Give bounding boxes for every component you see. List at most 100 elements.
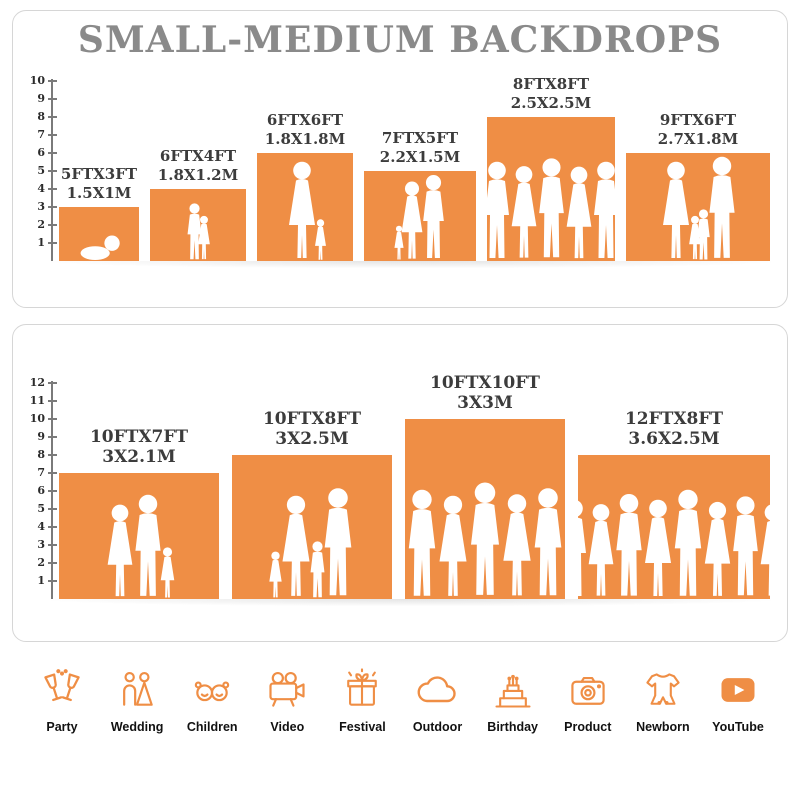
newborn-icon xyxy=(641,668,685,712)
party-icon xyxy=(40,668,84,712)
backdrop-bar xyxy=(405,419,565,599)
size-m: 1.8X1.8M xyxy=(264,129,346,148)
size-m: 3X3M xyxy=(457,393,513,414)
backdrop-bar xyxy=(626,153,770,261)
size-m: 3X2.5M xyxy=(275,429,349,450)
y-axis-tick-label: 10 xyxy=(29,412,45,425)
category-label: Birthday xyxy=(487,720,538,734)
y-axis-tick-label: 3 xyxy=(37,538,45,551)
backdrop-item: 10FTX8FT 3X2.5M xyxy=(232,409,392,599)
backdrop-bar xyxy=(578,455,770,599)
backdrop-size-label: 7FTX5FT 2.2X1.5M xyxy=(380,129,460,166)
category-wedding: Wedding xyxy=(101,668,173,734)
y-axis-tick xyxy=(48,472,57,474)
chart-medium-backdrops: 1 2 3 4 5 6 7 8 9 10 11 12 10FTX7FT 3X2.1M 10FTX8FT 3X2… xyxy=(30,335,771,606)
backdrop-item: 12FTX8FT 3.6X2.5M xyxy=(578,409,770,599)
size-ft: 6FTX6FT xyxy=(266,111,344,130)
backdrop-size-label: 10FTX8FT 3X2.5M xyxy=(263,409,361,450)
size-ft: 8FTX8FT xyxy=(512,75,590,94)
size-ft: 9FTX6FT xyxy=(659,111,737,130)
y-axis-tick xyxy=(48,508,57,510)
backdrop-item: 6FTX6FT 1.8X1.8M xyxy=(257,111,353,261)
y-axis-tick xyxy=(48,98,57,100)
category-label: Party xyxy=(46,720,78,734)
y-axis-tick xyxy=(48,242,57,244)
y-axis-tick-label: 6 xyxy=(37,484,45,497)
category-children: Children xyxy=(176,668,248,734)
bars-row: 5FTX3FT 1.5X1M 6FTX4FT 1.8X1.2M 6FTX6FT 1.8X1… xyxy=(59,75,770,261)
category-newborn: Newborn xyxy=(627,668,699,734)
girl-silhouette xyxy=(157,547,178,599)
y-axis-tick xyxy=(48,436,57,438)
size-m: 2.5X2.5M xyxy=(510,93,592,112)
y-axis-tick xyxy=(48,400,57,402)
size-ft: 10FTX7FT xyxy=(89,426,189,447)
size-m: 1.8X1.2M xyxy=(157,165,239,184)
outdoor-icon xyxy=(416,668,460,712)
product-icon xyxy=(566,668,610,712)
size-ft: 10FTX10FT xyxy=(430,372,540,393)
category-label: Newborn xyxy=(636,720,690,734)
category-row: Party Wedding Children Video Festival Outdoor… xyxy=(0,642,800,734)
y-axis-tick-label: 6 xyxy=(37,146,45,159)
y-axis-tick xyxy=(48,382,57,384)
wedding-icon xyxy=(115,668,159,712)
y-axis-tick xyxy=(48,454,57,456)
y-axis-tick-label: 2 xyxy=(37,218,45,231)
y-axis-tick xyxy=(48,116,57,118)
girl-silhouette xyxy=(195,215,213,261)
birthday-icon xyxy=(491,668,535,712)
y-axis-tick-label: 2 xyxy=(37,556,45,569)
backdrop-size-label: 5FTX3FT 1.5X1M xyxy=(61,165,137,202)
backdrop-bar xyxy=(487,117,615,261)
y-axis-tick-label: 10 xyxy=(29,74,45,87)
category-product: Product xyxy=(552,668,624,734)
y-axis-tick xyxy=(48,206,57,208)
backdrop-size-label: 9FTX6FT 2.7X1.8M xyxy=(658,111,738,148)
y-axis-tick-label: 5 xyxy=(37,502,45,515)
size-m: 2.7X1.8M xyxy=(657,129,739,148)
y-axis-tick xyxy=(48,490,57,492)
y-axis-tick xyxy=(48,562,57,564)
girl-silhouette xyxy=(312,219,329,261)
y-axis-tick-label: 1 xyxy=(37,574,45,587)
man-silhouette xyxy=(528,487,565,599)
chart-small-backdrops: 1 2 3 4 5 6 7 8 9 10 5FTX3FT 1.5X1M 6FTX4FT 1.8X1.2M 6… xyxy=(30,63,771,268)
y-axis-tick xyxy=(48,544,57,546)
y-axis-tick xyxy=(48,526,57,528)
category-label: YouTube xyxy=(712,720,764,734)
size-m: 1.5X1M xyxy=(66,183,132,202)
man-silhouette xyxy=(588,161,616,261)
y-axis-tick xyxy=(48,224,57,226)
y-axis: 1 2 3 4 5 6 7 8 9 10 11 12 xyxy=(29,377,59,599)
category-festival: Festival xyxy=(326,668,398,734)
y-axis-tick-label: 7 xyxy=(37,128,45,141)
backdrop-item: 10FTX10FT 3X3M xyxy=(405,373,565,599)
backdrop-size-label: 12FTX8FT 3.6X2.5M xyxy=(625,409,723,450)
y-axis-tick-label: 5 xyxy=(37,164,45,177)
backdrop-item: 7FTX5FT 2.2X1.5M xyxy=(364,129,476,261)
y-axis-tick xyxy=(48,170,57,172)
panel-medium-backdrops: 1 2 3 4 5 6 7 8 9 10 11 12 10FTX7FT 3X2.1M 10FTX8FT 3X2… xyxy=(12,324,788,642)
size-ft: 10FTX8FT xyxy=(262,408,362,429)
category-label: Outdoor xyxy=(412,720,463,734)
page-title: SMALL-MEDIUM BACKDROPS xyxy=(77,19,723,61)
y-axis-tick-label: 1 xyxy=(37,236,45,249)
woman-silhouette xyxy=(754,503,770,599)
y-axis: 1 2 3 4 5 6 7 8 9 10 xyxy=(29,75,59,261)
backdrop-bar xyxy=(59,207,139,261)
y-axis-tick-label: 11 xyxy=(29,394,45,407)
panel-small-backdrops: SMALL-MEDIUM BACKDROPS 1 2 3 4 5 6 7 8 9 10 5FTX3F… xyxy=(12,10,788,308)
category-birthday: Birthday xyxy=(477,668,549,734)
bars-row: 10FTX7FT 3X2.1M 10FTX8FT 3X2.5M 10FTX10FT 3X3… xyxy=(59,373,770,599)
festival-icon xyxy=(340,668,384,712)
y-axis-tick-label: 9 xyxy=(37,92,45,105)
y-axis-tick xyxy=(48,80,57,82)
y-axis-tick-label: 3 xyxy=(37,200,45,213)
y-axis-tick-label: 4 xyxy=(37,520,45,533)
video-icon xyxy=(265,668,309,712)
man-silhouette xyxy=(318,487,358,599)
backdrop-bar xyxy=(59,473,219,599)
man-silhouette xyxy=(418,174,449,261)
backdrop-bar xyxy=(232,455,392,599)
